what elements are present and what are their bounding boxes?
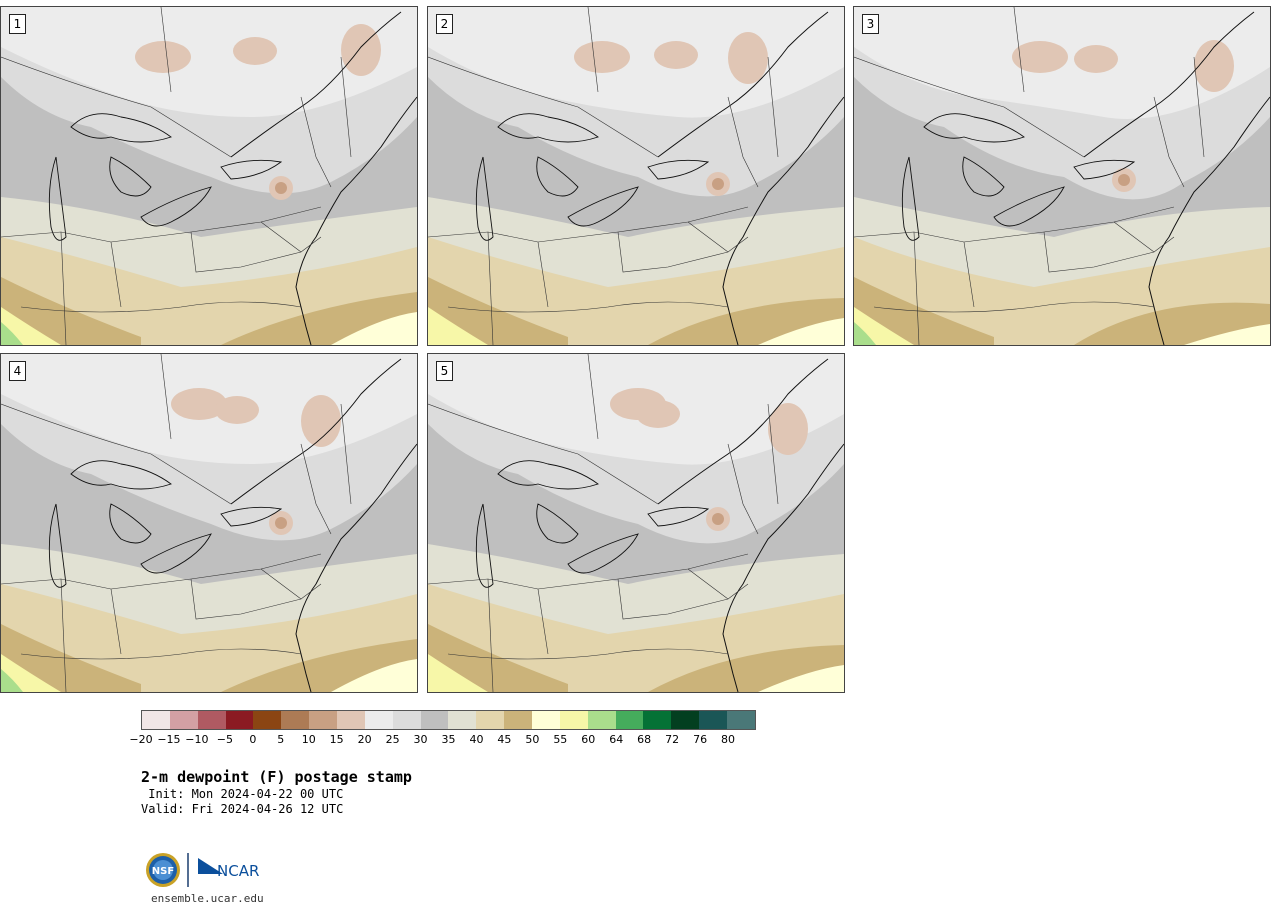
colorbar-tick-label: 60 [581,733,596,746]
chart-title: 2-m dewpoint (F) postage stamp [141,768,412,786]
colorbar-tick-label: −10 [185,733,209,746]
colorbar-tick-label: −5 [216,733,233,746]
colorbar-swatch [587,711,616,729]
dewpoint-colorbar [141,710,756,730]
colorbar-swatch [699,711,728,729]
site-url: ensemble.ucar.edu [151,892,264,905]
ncar-logo-text: NCAR [217,862,259,880]
dewpoint-map-4 [1,354,417,692]
colorbar-tick-label: 50 [525,733,540,746]
colorbar-swatch [615,711,644,729]
colorbar-swatch [504,711,533,729]
colorbar-swatch [476,711,505,729]
panel-number-label: 2 [436,14,453,34]
colorbar-swatch [392,711,421,729]
colorbar-swatch [364,711,393,729]
nsf-ncar-logo: NSF NCAR [143,850,278,890]
colorbar-swatch [448,711,477,729]
colorbar-tick-label: 45 [497,733,512,746]
colorbar-swatch [309,711,338,729]
colorbar-tick-label: 72 [665,733,680,746]
colorbar-tick-label: 20 [357,733,372,746]
colorbar-tick-label: 68 [637,733,652,746]
nsf-logo-text: NSF [152,866,174,877]
colorbar-tick-label: 55 [553,733,568,746]
colorbar-swatch [169,711,198,729]
colorbar-swatch [225,711,254,729]
map-panel-5: 5 [427,353,845,693]
colorbar-tick-label: 25 [385,733,400,746]
colorbar-swatch [197,711,226,729]
nsf-seal-icon: NSF [146,853,180,887]
colorbar-tick-label: 64 [609,733,624,746]
panel-number-label: 3 [862,14,879,34]
ncar-logo-icon: NCAR [198,858,259,880]
colorbar-swatch [643,711,672,729]
panel-number-label: 1 [9,14,26,34]
map-panel-4: 4 [0,353,418,693]
colorbar-swatch [671,711,700,729]
valid-time: Valid: Fri 2024-04-26 12 UTC [141,802,344,816]
dewpoint-map-5 [428,354,844,692]
colorbar-tick-label: 40 [469,733,484,746]
dewpoint-map-1 [1,7,417,345]
colorbar-swatch [337,711,365,729]
dewpoint-map-2 [428,7,844,345]
colorbar-swatch [253,711,282,729]
colorbar-tick-label: 35 [441,733,456,746]
colorbar-swatch [142,711,170,729]
colorbar-tick-labels: −20 −15 −10 −5 0 5 10 15 20 25 30 35 40 45 50 55 60 64 68 7… [129,733,756,749]
colorbar-tick-label: 5 [277,733,285,746]
init-time: Init: Mon 2024-04-22 00 UTC [141,787,344,801]
colorbar-tick-label: −20 [129,733,153,746]
colorbar-tick-label: 80 [721,733,736,746]
colorbar-swatch [420,711,449,729]
map-panel-1: 1 [0,6,418,346]
colorbar-tick-label: 76 [693,733,708,746]
panel-number-label: 5 [436,361,453,381]
colorbar-tick-label: 15 [329,733,344,746]
dewpoint-map-3 [854,7,1270,345]
colorbar-swatch [281,711,310,729]
colorbar-swatch [727,711,755,729]
panel-number-label: 4 [9,361,26,381]
colorbar-tick-label: 30 [413,733,428,746]
colorbar-tick-label: 10 [301,733,316,746]
colorbar-swatch [532,711,560,729]
colorbar-tick-label: 0 [249,733,257,746]
colorbar-tick-label: −15 [157,733,181,746]
map-panel-2: 2 [427,6,845,346]
map-panel-3: 3 [853,6,1271,346]
colorbar-swatch [559,711,588,729]
